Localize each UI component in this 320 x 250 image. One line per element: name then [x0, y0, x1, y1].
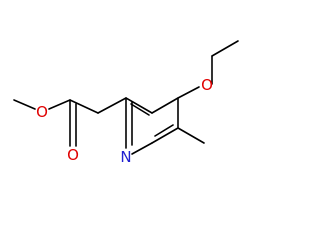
bond: [154, 124, 174, 137]
bond: [69, 99, 99, 114]
structure-diagram: O O N O: [13, 40, 239, 166]
atom-labels: O O N O: [36, 76, 213, 166]
atom-label: O: [201, 76, 213, 94]
atom-label: N: [120, 148, 131, 166]
bond: [131, 142, 153, 155]
bond: [125, 97, 153, 114]
bond: [97, 97, 127, 114]
bonds: [13, 40, 239, 155]
bond: [13, 99, 36, 110]
atom-label: O: [67, 146, 79, 164]
bond: [130, 103, 150, 116]
bond: [177, 86, 200, 99]
atom-label: O: [36, 103, 48, 121]
bond: [48, 99, 71, 110]
bond: [177, 127, 205, 144]
bond: [151, 127, 179, 144]
bond: [151, 97, 179, 114]
bond: [211, 40, 239, 57]
